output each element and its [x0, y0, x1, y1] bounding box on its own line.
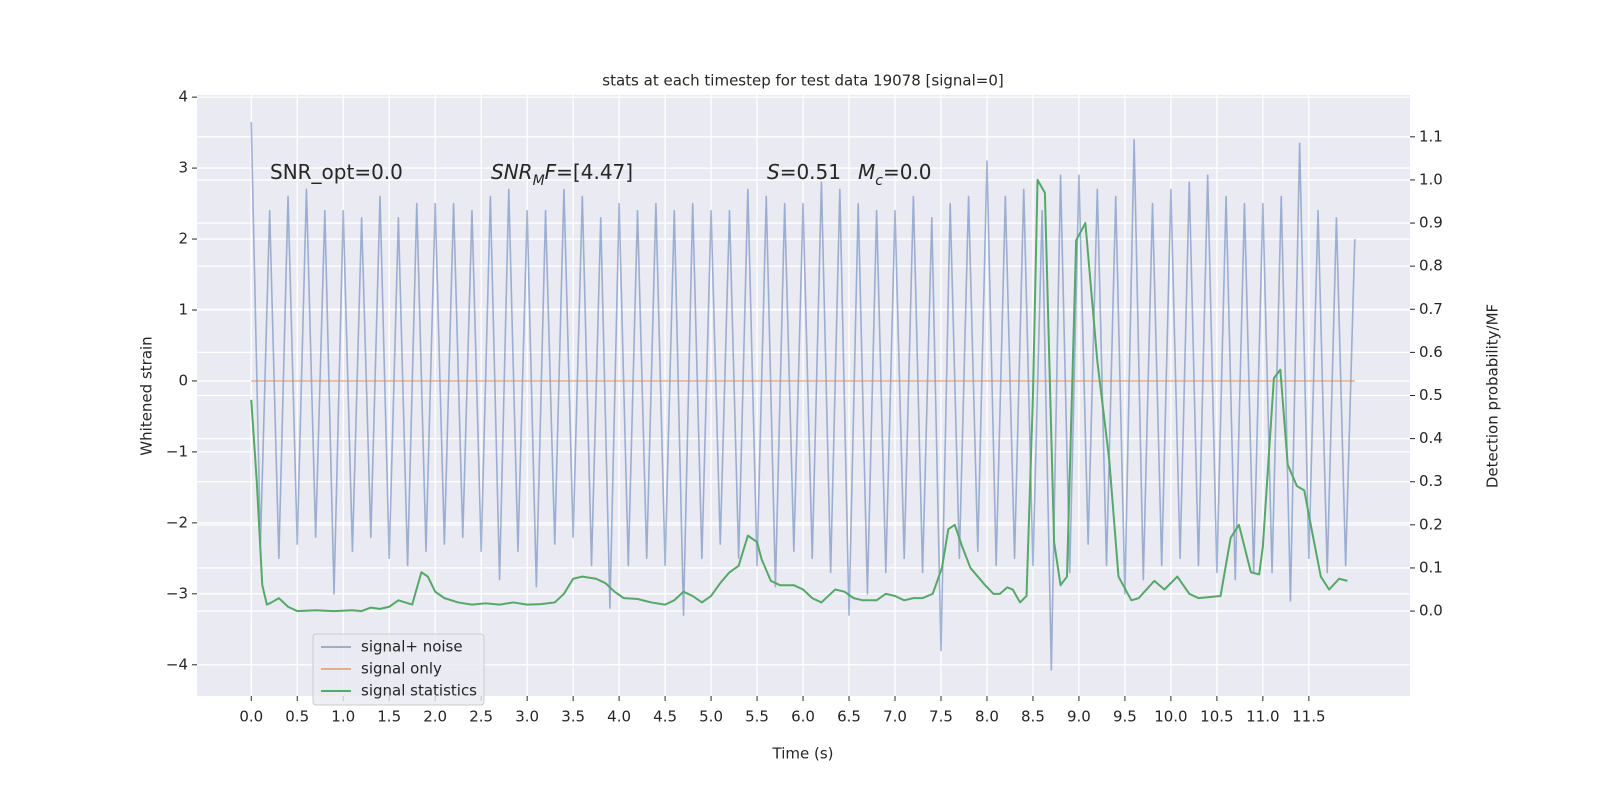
- x-tick-label: 6.5: [837, 708, 861, 726]
- x-tick-label: 11.0: [1246, 708, 1279, 726]
- x-tick-label: 1.5: [377, 708, 401, 726]
- y-tick-label: −3: [166, 584, 188, 602]
- y-tick-label: −1: [166, 442, 188, 460]
- annotation: S=0.51: [767, 160, 841, 184]
- x-tick-label: 4.0: [607, 708, 631, 726]
- legend-box: [312, 633, 485, 706]
- x-tick-label: 10.5: [1200, 708, 1233, 726]
- x-tick-label: 5.5: [745, 708, 769, 726]
- y2-tick-label: 0.9: [1419, 214, 1443, 232]
- y-tick-label: 3: [178, 159, 188, 177]
- x-tick-label: 1.0: [331, 708, 355, 726]
- y2-tick-label: 0.4: [1419, 429, 1443, 447]
- series-line: [250, 178, 1348, 613]
- x-axis-label: Time (s): [772, 745, 834, 763]
- y2-tick-label: 0.6: [1419, 343, 1443, 361]
- chart-title: stats at each timestep for test data 190…: [602, 72, 1003, 90]
- x-tick-label: 7.5: [929, 708, 953, 726]
- y-tick-label: 4: [178, 88, 188, 106]
- annotation-part: S: [767, 160, 780, 184]
- y2-tick-label: 0.7: [1419, 300, 1443, 318]
- x-tick-label: 2.0: [423, 708, 447, 726]
- x-tick-label: 8.0: [975, 708, 999, 726]
- x-tick-label: 8.5: [1021, 708, 1045, 726]
- y2-axis-label: Detection probability/MF: [1484, 304, 1502, 488]
- x-tick-label: 3.5: [561, 708, 585, 726]
- annotation: SNRMF=[4.47]: [491, 160, 633, 190]
- y2-tick-label: 1.1: [1419, 127, 1443, 145]
- annotation: SNR_opt=0.0: [270, 160, 403, 184]
- y2-tick-label: 0.1: [1419, 558, 1443, 576]
- annotation-part: c: [875, 173, 883, 189]
- y-tick-label: 2: [178, 230, 188, 248]
- x-tick-label: 10.0: [1154, 708, 1187, 726]
- annotation-part: F: [545, 160, 557, 184]
- y2-tick-label: 0.0: [1419, 602, 1443, 620]
- y-tick-label: −2: [166, 513, 188, 531]
- annotation-part: M: [858, 160, 875, 184]
- legend-label: signal statistics: [361, 682, 477, 700]
- y2-tick-label: 0.3: [1419, 472, 1443, 490]
- y-tick-label: 1: [178, 300, 188, 318]
- annotation-part: M: [533, 173, 545, 189]
- legend-label: signal+ noise: [361, 638, 463, 656]
- x-tick-label: 0.5: [285, 708, 309, 726]
- y2-tick-label: 0.5: [1419, 386, 1443, 404]
- annotation-part: SNR_opt=0.0: [270, 160, 403, 184]
- annotation-part: =[4.47]: [556, 160, 633, 184]
- x-tick-label: 9.5: [1113, 708, 1137, 726]
- y2-tick-label: 1.0: [1419, 170, 1443, 188]
- y-axis-label: Whitened strain: [138, 336, 156, 455]
- legend-label: signal only: [361, 660, 442, 678]
- annotation-part: =0.51: [780, 160, 841, 184]
- annotation-part: =0.0: [883, 160, 932, 184]
- x-tick-label: 2.5: [469, 708, 493, 726]
- annotation-part: SNR: [491, 160, 533, 184]
- x-tick-label: 0.0: [239, 708, 263, 726]
- y2-tick-label: 0.2: [1419, 515, 1443, 533]
- x-tick-label: 6.0: [791, 708, 815, 726]
- series-line: [250, 121, 1356, 671]
- y-tick-label: 0: [178, 371, 188, 389]
- y-tick-label: −4: [166, 655, 188, 673]
- x-tick-label: 5.0: [699, 708, 723, 726]
- x-tick-label: 9.0: [1067, 708, 1091, 726]
- x-tick-label: 7.0: [883, 708, 907, 726]
- x-tick-label: 11.5: [1292, 708, 1325, 726]
- y2-tick-label: 0.8: [1419, 257, 1443, 275]
- annotation: Mc=0.0: [858, 160, 932, 190]
- x-tick-label: 3.0: [515, 708, 539, 726]
- x-tick-label: 4.5: [653, 708, 677, 726]
